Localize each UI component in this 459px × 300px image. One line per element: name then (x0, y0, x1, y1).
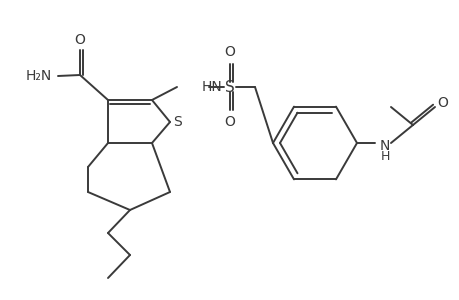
Text: H₂N: H₂N (26, 69, 52, 83)
Text: O: O (224, 115, 235, 129)
Text: N: N (379, 139, 389, 153)
Text: S: S (173, 115, 182, 129)
Text: S: S (224, 80, 235, 94)
Text: O: O (74, 33, 85, 47)
Text: H: H (380, 149, 389, 163)
Text: HN: HN (202, 80, 222, 94)
Text: O: O (437, 96, 448, 110)
Text: O: O (224, 45, 235, 59)
